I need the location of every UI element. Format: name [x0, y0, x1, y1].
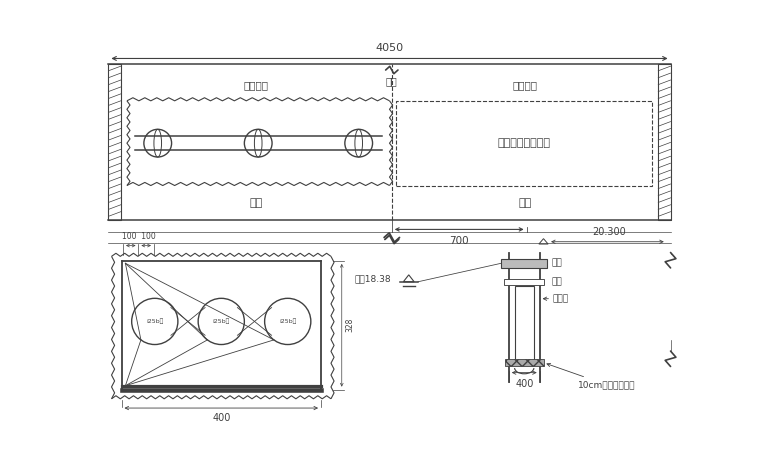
Text: 400: 400 [212, 413, 230, 424]
Bar [505, 359, 543, 366]
Text: 栈桥平台: 栈桥平台 [244, 80, 269, 90]
Text: 支撑: 支撑 [551, 259, 562, 268]
Text: i25b槽: i25b槽 [279, 319, 296, 324]
Bar [396, 101, 652, 185]
Text: 右桥: 右桥 [518, 198, 532, 208]
Text: 水标18.38: 水标18.38 [355, 274, 391, 283]
Text: 10cm厚封底混凝土: 10cm厚封底混凝土 [547, 363, 635, 389]
Text: 700: 700 [449, 236, 469, 246]
Text: 4050: 4050 [375, 43, 404, 53]
Bar [109, 64, 670, 220]
Text: 左桥: 左桥 [250, 198, 263, 208]
Text: i25b槽: i25b槽 [146, 319, 163, 324]
Bar [504, 278, 544, 285]
Text: 100  100: 100 100 [122, 232, 155, 241]
Text: 右桥围堰施工区域: 右桥围堰施工区域 [497, 138, 550, 148]
Text: 围囹: 围囹 [551, 277, 562, 286]
Bar [501, 259, 547, 268]
Bar [658, 64, 670, 220]
Text: 20.300: 20.300 [592, 227, 625, 237]
Text: 钢板桩: 钢板桩 [553, 294, 569, 303]
Text: 400: 400 [515, 379, 534, 389]
Text: 栈桥平台: 栈桥平台 [512, 80, 537, 90]
Bar [515, 286, 534, 365]
Text: 328: 328 [346, 318, 355, 332]
Text: 便道: 便道 [386, 76, 397, 86]
Text: i25b槽: i25b槽 [213, 319, 230, 324]
Bar [109, 64, 121, 220]
